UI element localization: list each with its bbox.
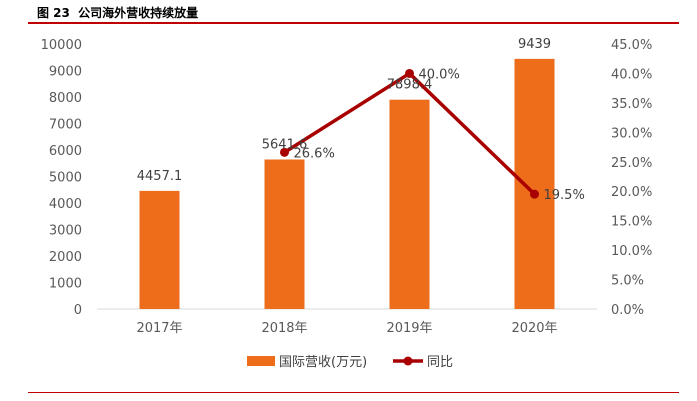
bar-data-label: 4457.1 (137, 169, 183, 184)
x-tick-label: 2018年 (261, 321, 307, 336)
yoy-point (280, 147, 289, 157)
x-tick-label: 2017年 (136, 321, 182, 336)
y-left-tick-label: 6000 (49, 144, 82, 159)
bottom-rule (28, 392, 679, 393)
yoy-data-label: 19.5% (544, 188, 585, 203)
figure-number: 图 23 (37, 6, 70, 20)
bar-data-label: 7898.4 (387, 78, 433, 93)
yoy-point (405, 68, 414, 78)
x-tick-label: 2020年 (511, 321, 557, 336)
bar-data-label: 5641.6 (262, 137, 308, 152)
y-left-tick-label: 1000 (49, 277, 82, 292)
y-right-tick-label: 30.0% (611, 126, 652, 141)
bar (514, 58, 555, 309)
y-left-tick-label: 2000 (49, 250, 82, 265)
bar (389, 99, 430, 309)
legend-bar-label: 国际营收(万元) (279, 355, 367, 370)
y-right-tick-label: 40.0% (611, 67, 652, 82)
bar (139, 190, 180, 309)
y-right-tick-label: 0.0% (611, 303, 644, 318)
yoy-point (530, 189, 539, 199)
yoy-data-label: 26.6% (294, 146, 335, 161)
y-left-tick-label: 4000 (49, 197, 82, 212)
y-right-tick-label: 5.0% (611, 274, 644, 289)
yoy-data-label: 40.0% (419, 67, 460, 82)
figure-caption: 公司海外营收持续放量 (78, 6, 199, 20)
y-left-tick-label: 3000 (49, 224, 82, 239)
y-right-tick-label: 45.0% (611, 38, 652, 53)
y-left-tick-label: 10000 (41, 38, 82, 53)
y-right-tick-label: 10.0% (611, 244, 652, 259)
y-left-tick-label: 8000 (49, 91, 82, 106)
legend-line-label: 同比 (427, 355, 453, 370)
y-left-tick-label: 0 (74, 303, 82, 318)
figure-title: 图 23 公司海外营收持续放量 (37, 4, 202, 21)
y-right-tick-label: 35.0% (611, 97, 652, 112)
bar-data-label: 9439 (518, 37, 551, 52)
y-left-tick-label: 7000 (49, 118, 82, 133)
y-left-tick-label: 9000 (49, 65, 82, 80)
legend-line-marker (403, 356, 413, 366)
x-tick-label: 2019年 (386, 321, 432, 336)
top-rule (28, 22, 679, 24)
y-right-tick-label: 20.0% (611, 185, 652, 200)
y-right-tick-label: 15.0% (611, 215, 652, 230)
y-left-tick-label: 5000 (49, 171, 82, 186)
bar (264, 159, 305, 309)
y-right-tick-label: 25.0% (611, 156, 652, 171)
legend-bar-swatch (247, 356, 275, 366)
